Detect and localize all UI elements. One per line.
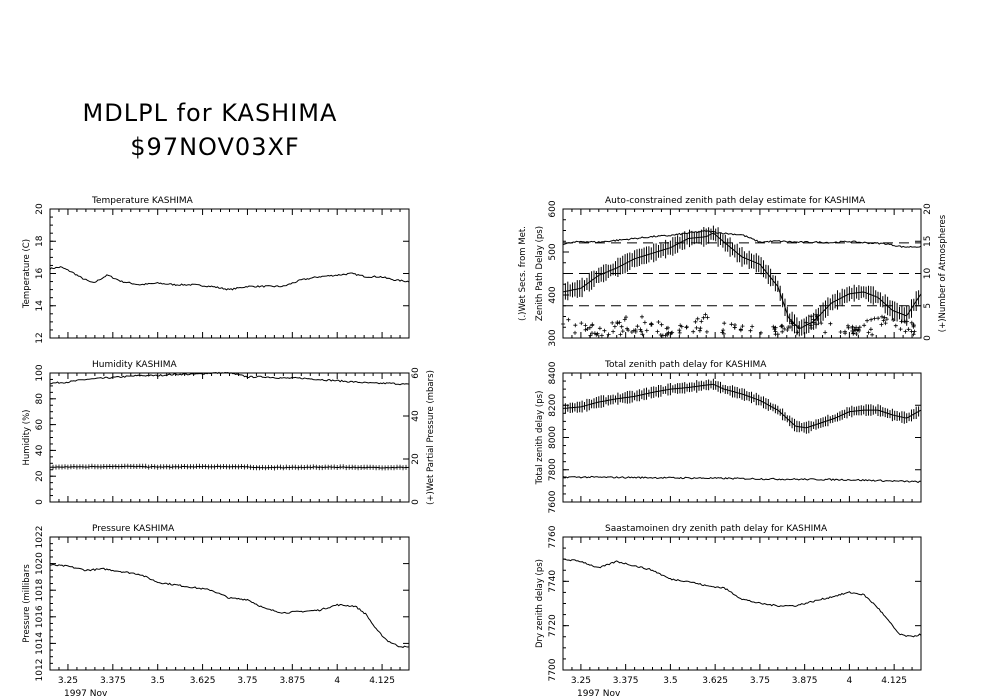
y-axis-label: Humidity (%) [22, 410, 32, 466]
y-tick-label: 12 [35, 332, 45, 343]
y-tick-label: 20 [35, 203, 45, 215]
series-markers [49, 463, 410, 471]
x-tick-label: 3.5 [663, 676, 677, 686]
y2-tick-label: 40 [411, 410, 421, 422]
chart-panel-3: Auto-constrained zenith path delay estim… [518, 196, 948, 347]
x-tick-label: 3.875 [792, 676, 818, 686]
x-date-label: 1997 Nov [64, 689, 108, 699]
y2-tick-label: 10 [923, 268, 933, 280]
panels: Temperature KASHIMA 12 14 16 18 20 Temperature… [22, 196, 948, 699]
panel-title: Temperature KASHIMA [91, 196, 194, 206]
y-tick-label: 7760 [548, 525, 558, 548]
chart-panel-0: Temperature KASHIMA 12 14 16 18 20 Temperature… [22, 196, 410, 344]
x-tick-label: 4.125 [881, 676, 907, 686]
series-line [562, 475, 922, 484]
y-tick-label: 16 [35, 268, 45, 280]
y-tick-label: 400 [548, 286, 558, 303]
figure-subtitle: $97NOV03XF [130, 133, 299, 161]
series-line [562, 383, 922, 429]
x-tick-label: 4 [334, 676, 340, 686]
y-tick-label: 7720 [548, 614, 558, 637]
y-tick-label: 1020 [35, 552, 45, 575]
plot-frame [562, 536, 922, 671]
y-tick-label: 1022 [35, 526, 45, 549]
panel-title: Total zenith path delay for KASHIMA [604, 360, 767, 370]
y-tick-label: 7740 [548, 570, 558, 593]
series-error-bars [562, 378, 922, 434]
y-tick-label: 1012 [35, 659, 45, 682]
y-tick-label: 300 [548, 329, 558, 346]
y-axis-label: Temperature (C) [22, 239, 32, 309]
figure-title: MDLPL for KASHIMA [83, 99, 338, 127]
x-date-label: 1997 Nov [577, 689, 621, 699]
chart-panel-2: Pressure KASHIMA 3.25 3.375 3.5 3.625 3.75 3.8… [22, 524, 410, 699]
y2-axis-label: (+)Number of Atmospheres [938, 214, 948, 332]
series-line [49, 563, 410, 648]
y-tick-label: 40 [35, 444, 45, 456]
y-tick-label: 14 [35, 300, 45, 312]
y2-axis-label: (+)Wet Partial Pressure (mbars) [426, 370, 436, 505]
x-tick-label: 3.75 [750, 676, 770, 686]
y-tick-label: 500 [548, 243, 558, 260]
panel-title: Auto-constrained zenith path delay estim… [605, 196, 866, 206]
x-tick-label: 4 [847, 676, 853, 686]
series-line [562, 230, 922, 248]
y-tick-label: 60 [35, 419, 45, 431]
y-tick-label: 8400 [548, 361, 558, 384]
y-tick-label: 600 [548, 200, 558, 217]
y2-tick-label: 0 [411, 499, 421, 505]
y2-tick-label: 5 [923, 303, 933, 309]
y-axis-label: Pressure (millibars [22, 564, 32, 643]
x-tick-label: 3.375 [613, 676, 639, 686]
y-tick-label: 7600 [548, 490, 558, 513]
y-tick-label: 80 [35, 393, 45, 405]
x-tick-label: 3.25 [571, 676, 591, 686]
panel-title: Pressure KASHIMA [92, 524, 175, 534]
series-line [49, 266, 410, 291]
plot-frame [49, 536, 410, 671]
y2-tick-label: 20 [411, 453, 421, 465]
chart-panel-4: Total zenith path delay for KASHIMA 7600 7… [535, 360, 922, 513]
y-axis-label-outer: (.)Wet Secs. from Met. [518, 226, 528, 321]
y2-tick-label: 0 [923, 335, 933, 341]
x-tick-label: 4.125 [369, 676, 395, 686]
y2-tick-label: 60 [411, 367, 421, 379]
y-tick-label: 1018 [35, 578, 45, 601]
x-tick-label: 3.375 [100, 676, 126, 686]
series-line [49, 371, 410, 386]
chart-panel-5: Saastamoinen dry zenith path delay for K… [535, 524, 922, 699]
y2-tick-label: 20 [923, 203, 933, 215]
y-tick-label: 20 [35, 470, 45, 482]
series-line [562, 232, 922, 329]
y-tick-label: 18 [35, 235, 45, 247]
plot-frame [49, 372, 410, 503]
series-line [562, 558, 922, 638]
x-tick-label: 3.875 [279, 676, 305, 686]
x-tick-label: 3.5 [151, 676, 165, 686]
y-tick-label: 7800 [548, 458, 558, 481]
y-tick-label: 1014 [35, 632, 45, 655]
y2-tick-label: 15 [923, 236, 933, 247]
y-tick-label: 8000 [548, 426, 558, 449]
y-tick-label: 8200 [548, 394, 558, 417]
series-markers [561, 312, 917, 338]
x-tick-label: 3.75 [237, 676, 257, 686]
y-tick-label: 0 [35, 499, 45, 505]
x-tick-label: 3.625 [190, 676, 216, 686]
y-tick-label: 100 [35, 364, 45, 381]
y-tick-label: 7700 [548, 658, 558, 681]
x-tick-label: 3.25 [58, 676, 78, 686]
panel-title: Saastamoinen dry zenith path delay for K… [605, 524, 828, 534]
y-axis-label: Dry zenith delay (ps) [535, 559, 545, 648]
y-axis-label: Total zenith delay (ps) [535, 391, 545, 486]
chart-panel-1: Humidity KASHIMA 0 20 40 60 80 100 Humidity (%)… [22, 360, 436, 505]
x-tick-label: 3.625 [702, 676, 728, 686]
y-axis-label: Zenith Path Delay (ps) [535, 226, 545, 321]
y-tick-label: 1016 [35, 605, 45, 628]
panel-title: Humidity KASHIMA [92, 360, 177, 370]
